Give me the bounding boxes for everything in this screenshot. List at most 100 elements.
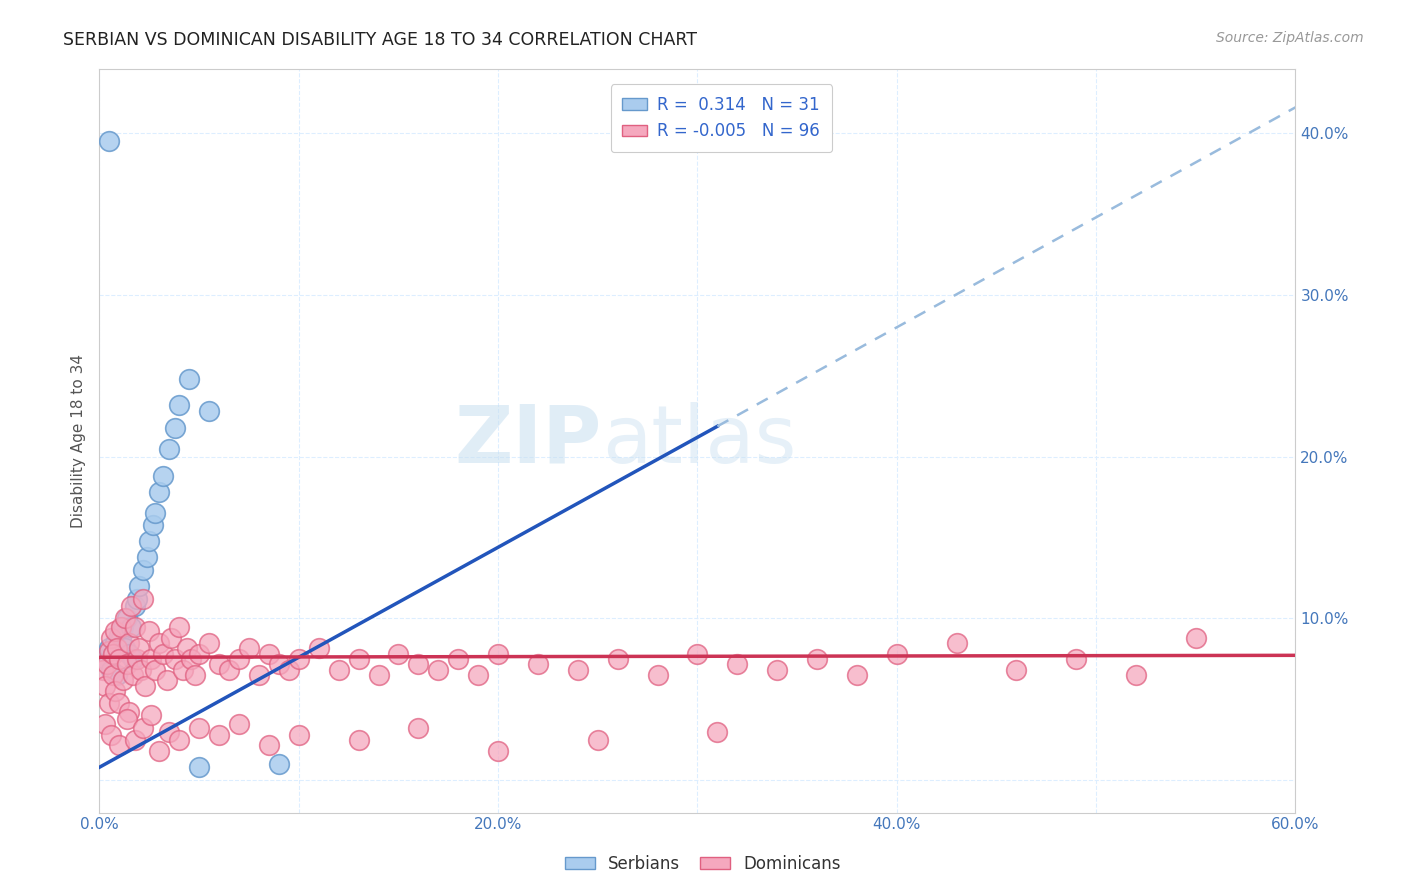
Point xyxy=(108,627,131,641)
Point xyxy=(167,398,190,412)
Point xyxy=(706,724,728,739)
Point xyxy=(136,549,159,564)
Point xyxy=(387,647,409,661)
Point xyxy=(647,668,669,682)
Point xyxy=(117,657,139,671)
Point xyxy=(100,728,122,742)
Point xyxy=(104,684,127,698)
Point xyxy=(152,647,174,661)
Point xyxy=(108,696,131,710)
Point xyxy=(122,652,145,666)
Point xyxy=(112,673,135,687)
Point xyxy=(132,592,155,607)
Point xyxy=(167,732,190,747)
Point xyxy=(228,716,250,731)
Point xyxy=(120,619,142,633)
Point xyxy=(167,619,190,633)
Point xyxy=(257,738,280,752)
Point xyxy=(367,668,389,682)
Point xyxy=(100,631,122,645)
Point xyxy=(148,485,170,500)
Point xyxy=(124,619,146,633)
Point xyxy=(138,624,160,639)
Point xyxy=(118,636,141,650)
Point xyxy=(188,760,211,774)
Point xyxy=(165,420,187,434)
Point xyxy=(180,652,202,666)
Point xyxy=(120,599,142,613)
Text: atlas: atlas xyxy=(602,401,796,480)
Point xyxy=(132,563,155,577)
Point xyxy=(486,647,509,661)
Point xyxy=(527,657,550,671)
Point xyxy=(176,640,198,655)
Point xyxy=(141,708,163,723)
Point xyxy=(257,647,280,661)
Point xyxy=(1125,668,1147,682)
Point xyxy=(112,619,135,633)
Point xyxy=(128,579,150,593)
Point xyxy=(408,722,430,736)
Point xyxy=(725,657,748,671)
Point xyxy=(188,647,211,661)
Point xyxy=(172,663,194,677)
Point xyxy=(198,636,221,650)
Point xyxy=(129,663,152,677)
Point xyxy=(148,636,170,650)
Point xyxy=(486,744,509,758)
Point xyxy=(228,652,250,666)
Point xyxy=(287,652,309,666)
Point xyxy=(118,705,141,719)
Point xyxy=(845,668,868,682)
Point xyxy=(117,712,139,726)
Point xyxy=(103,668,125,682)
Point xyxy=(408,657,430,671)
Point xyxy=(114,611,136,625)
Point xyxy=(157,724,180,739)
Point xyxy=(124,732,146,747)
Point xyxy=(100,663,122,677)
Point xyxy=(98,640,121,655)
Point xyxy=(98,696,121,710)
Point xyxy=(148,744,170,758)
Text: Source: ZipAtlas.com: Source: ZipAtlas.com xyxy=(1216,31,1364,45)
Point xyxy=(104,636,127,650)
Point xyxy=(328,663,350,677)
Y-axis label: Disability Age 18 to 34: Disability Age 18 to 34 xyxy=(72,353,86,527)
Point xyxy=(208,728,231,742)
Point xyxy=(238,640,260,655)
Point xyxy=(160,631,183,645)
Point xyxy=(267,657,290,671)
Point xyxy=(103,647,125,661)
Point xyxy=(142,517,165,532)
Point xyxy=(184,668,207,682)
Point xyxy=(156,673,179,687)
Point xyxy=(122,668,145,682)
Point xyxy=(104,624,127,639)
Point xyxy=(1064,652,1087,666)
Point xyxy=(287,728,309,742)
Point xyxy=(267,757,290,772)
Point xyxy=(143,663,166,677)
Text: ZIP: ZIP xyxy=(454,401,602,480)
Point xyxy=(806,652,828,666)
Point xyxy=(114,640,136,655)
Point xyxy=(152,469,174,483)
Point xyxy=(686,647,709,661)
Point xyxy=(143,506,166,520)
Point xyxy=(347,652,370,666)
Point xyxy=(117,611,139,625)
Point xyxy=(157,442,180,456)
Point xyxy=(141,652,163,666)
Point xyxy=(198,404,221,418)
Point xyxy=(108,738,131,752)
Point xyxy=(427,663,450,677)
Point xyxy=(105,668,128,682)
Point xyxy=(96,657,118,671)
Legend: Serbians, Dominicans: Serbians, Dominicans xyxy=(558,848,848,880)
Point xyxy=(208,657,231,671)
Point xyxy=(766,663,789,677)
Point xyxy=(467,668,489,682)
Point xyxy=(94,716,117,731)
Point xyxy=(128,640,150,655)
